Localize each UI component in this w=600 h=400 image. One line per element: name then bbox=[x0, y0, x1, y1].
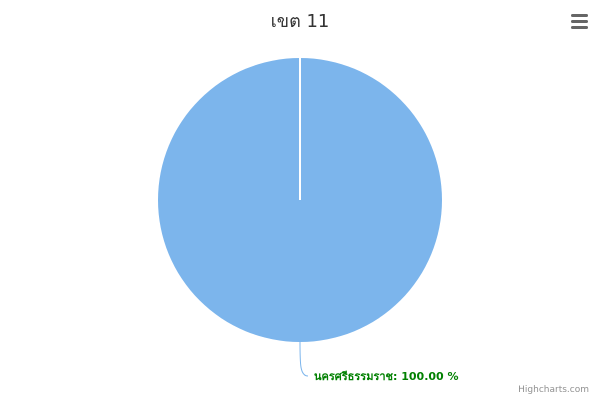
chart-title: เขต 11 bbox=[270, 11, 330, 32]
slice-data-label: นครศรีธรรมราช: 100.00 % bbox=[314, 370, 459, 383]
label-connector bbox=[299, 341, 309, 377]
hamburger-menu-icon[interactable] bbox=[571, 14, 588, 30]
credits-link[interactable]: Highcharts.com bbox=[518, 385, 589, 395]
